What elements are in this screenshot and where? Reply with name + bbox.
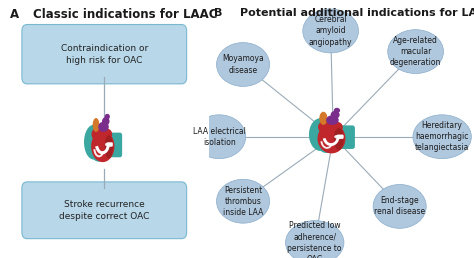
Ellipse shape (413, 115, 471, 159)
FancyBboxPatch shape (22, 25, 187, 84)
Ellipse shape (192, 115, 246, 159)
Text: End-stage
renal disease: End-stage renal disease (374, 196, 425, 216)
FancyBboxPatch shape (106, 133, 122, 157)
Text: Age-related
macular
degeneration: Age-related macular degeneration (390, 36, 441, 67)
Ellipse shape (303, 9, 358, 53)
Ellipse shape (102, 117, 109, 125)
Ellipse shape (105, 135, 113, 158)
Text: Cerebral
amyloid
angiopathy: Cerebral amyloid angiopathy (309, 15, 352, 46)
Ellipse shape (84, 125, 103, 159)
Ellipse shape (320, 145, 333, 153)
Ellipse shape (92, 118, 100, 132)
Ellipse shape (98, 122, 109, 132)
Ellipse shape (217, 179, 270, 223)
Text: Potential additional indications for LAAC: Potential additional indications for LAA… (240, 8, 474, 18)
Ellipse shape (331, 122, 343, 132)
Ellipse shape (217, 43, 270, 86)
Ellipse shape (105, 143, 109, 146)
Ellipse shape (318, 121, 331, 133)
FancyBboxPatch shape (335, 125, 355, 149)
Text: B: B (214, 8, 222, 18)
FancyBboxPatch shape (22, 182, 187, 239)
Ellipse shape (102, 129, 112, 140)
Ellipse shape (326, 115, 339, 125)
FancyBboxPatch shape (337, 135, 344, 139)
Text: Hereditary
haemorrhagic
telangiectasia: Hereditary haemorrhagic telangiectasia (415, 121, 469, 152)
Text: Persistent
thrombus
inside LAA: Persistent thrombus inside LAA (223, 186, 263, 217)
Ellipse shape (334, 108, 340, 113)
Ellipse shape (330, 111, 340, 119)
FancyBboxPatch shape (107, 142, 113, 147)
Ellipse shape (318, 124, 346, 154)
Ellipse shape (105, 114, 110, 119)
Text: LAA electrical
isolation: LAA electrical isolation (193, 127, 246, 147)
Ellipse shape (91, 131, 114, 162)
Text: Moyamoya
disease: Moyamoya disease (222, 54, 264, 75)
Ellipse shape (91, 128, 103, 141)
Ellipse shape (388, 30, 444, 74)
Text: Stroke recurrence
despite correct OAC: Stroke recurrence despite correct OAC (59, 200, 149, 221)
Ellipse shape (93, 153, 104, 162)
Ellipse shape (334, 135, 340, 139)
Ellipse shape (309, 118, 332, 151)
Ellipse shape (285, 221, 344, 258)
Text: Classic indications for LAAC: Classic indications for LAAC (33, 8, 218, 21)
Ellipse shape (373, 184, 426, 228)
Text: Contraindication or
high risk for OAC: Contraindication or high risk for OAC (61, 44, 148, 64)
Ellipse shape (334, 128, 344, 150)
Text: Predicted low
adherence/
persistence to
OAC: Predicted low adherence/ persistence to … (288, 221, 342, 258)
Ellipse shape (319, 112, 328, 125)
Text: A: A (10, 8, 19, 21)
